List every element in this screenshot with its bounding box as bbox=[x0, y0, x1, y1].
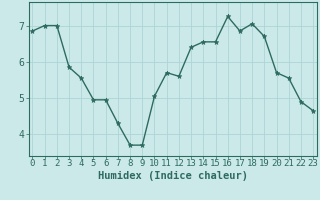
X-axis label: Humidex (Indice chaleur): Humidex (Indice chaleur) bbox=[98, 171, 248, 181]
